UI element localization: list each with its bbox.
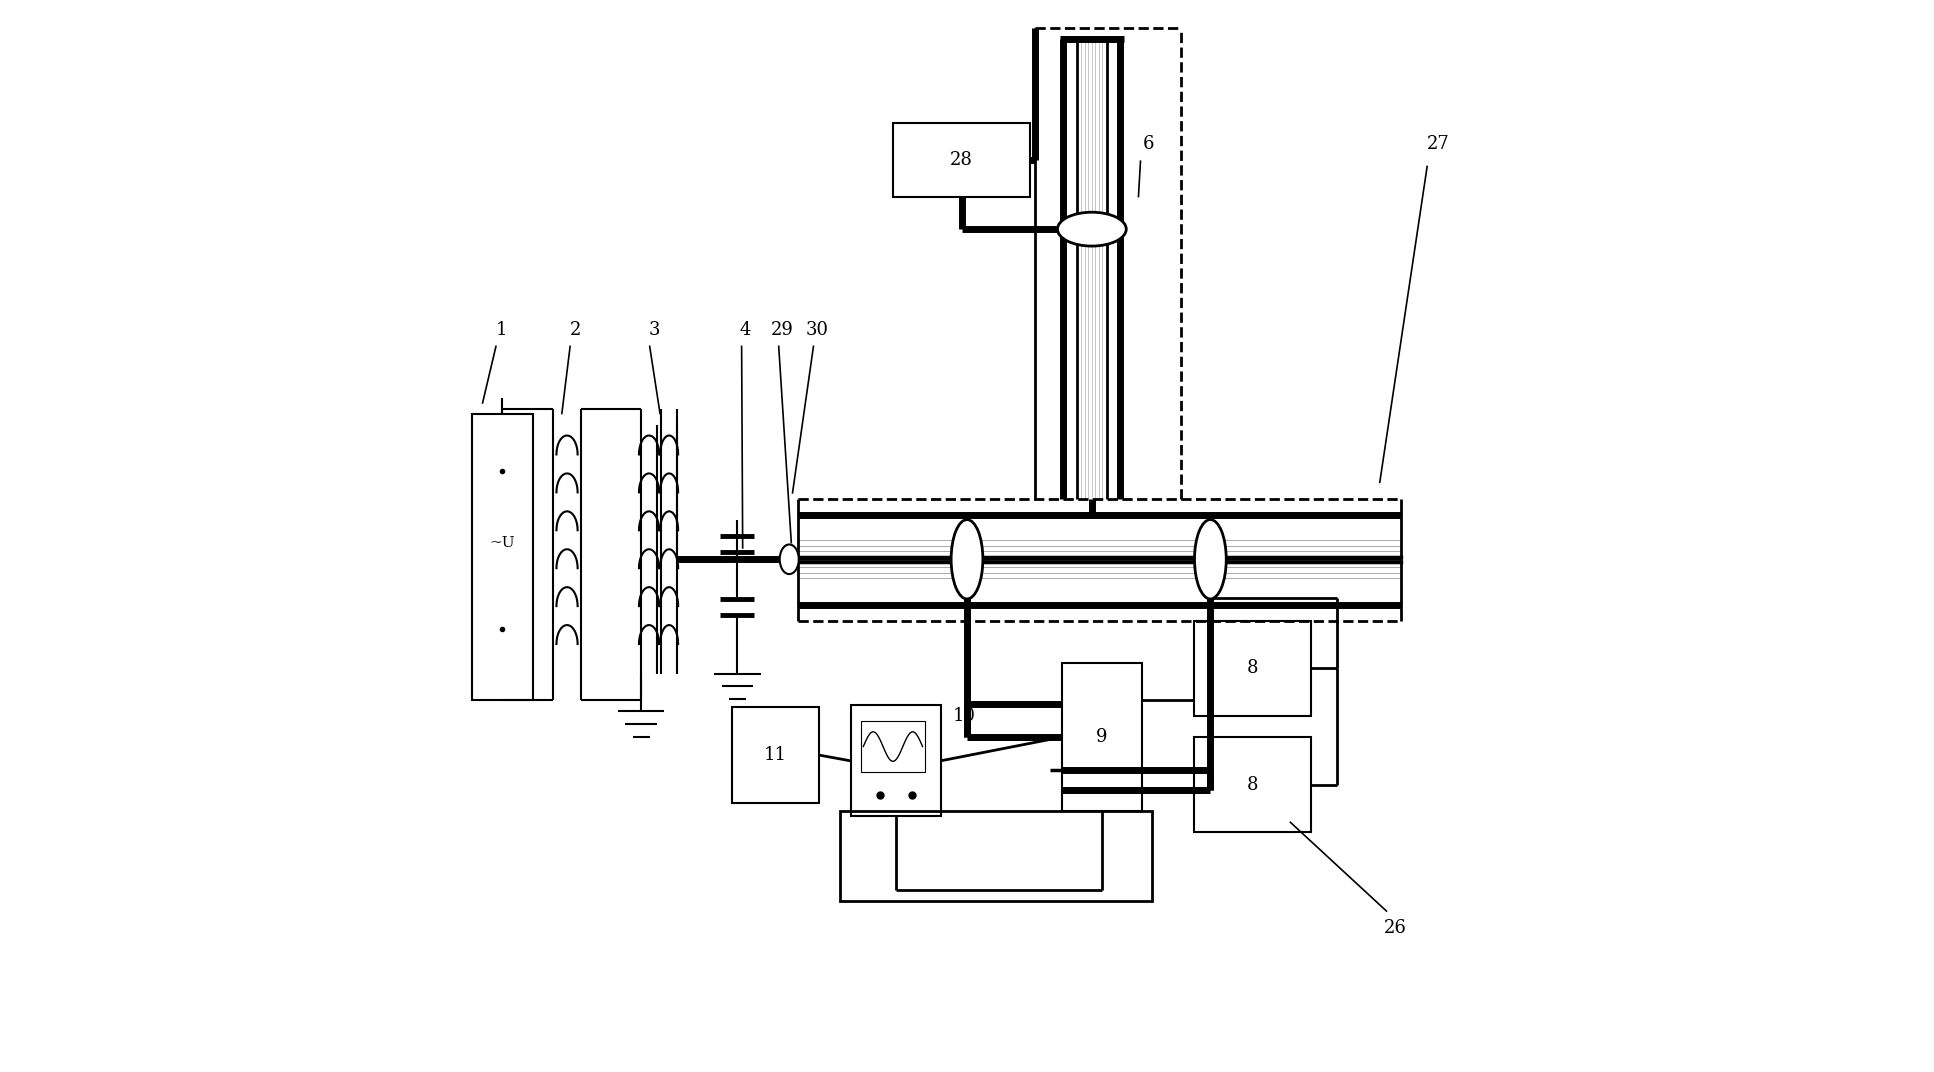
Bar bbox=[894, 123, 1031, 197]
Text: 8: 8 bbox=[1247, 659, 1259, 678]
Text: 6: 6 bbox=[1143, 135, 1155, 153]
Text: 8: 8 bbox=[1247, 776, 1259, 793]
Bar bbox=[1195, 621, 1311, 716]
Ellipse shape bbox=[779, 545, 799, 575]
Text: 3: 3 bbox=[650, 321, 661, 339]
Text: 26: 26 bbox=[1385, 919, 1406, 937]
Text: 28: 28 bbox=[950, 151, 973, 169]
Ellipse shape bbox=[1195, 520, 1226, 599]
Text: 27: 27 bbox=[1427, 135, 1449, 153]
Text: 29: 29 bbox=[770, 321, 793, 339]
Bar bbox=[472, 414, 534, 700]
Ellipse shape bbox=[1058, 212, 1126, 247]
Text: 10: 10 bbox=[953, 706, 977, 725]
Bar bbox=[1195, 738, 1311, 832]
Ellipse shape bbox=[952, 520, 982, 599]
Text: ~U: ~U bbox=[489, 536, 514, 550]
Text: 30: 30 bbox=[805, 321, 828, 339]
Text: 1: 1 bbox=[495, 321, 507, 339]
Text: 9: 9 bbox=[1097, 728, 1108, 746]
Text: 11: 11 bbox=[764, 746, 787, 764]
Text: 4: 4 bbox=[739, 321, 750, 339]
Text: 2: 2 bbox=[571, 321, 582, 339]
Bar bbox=[1062, 662, 1141, 812]
Bar bbox=[839, 812, 1153, 902]
Bar bbox=[851, 705, 940, 817]
Bar bbox=[733, 708, 818, 803]
Bar bbox=[861, 721, 924, 772]
